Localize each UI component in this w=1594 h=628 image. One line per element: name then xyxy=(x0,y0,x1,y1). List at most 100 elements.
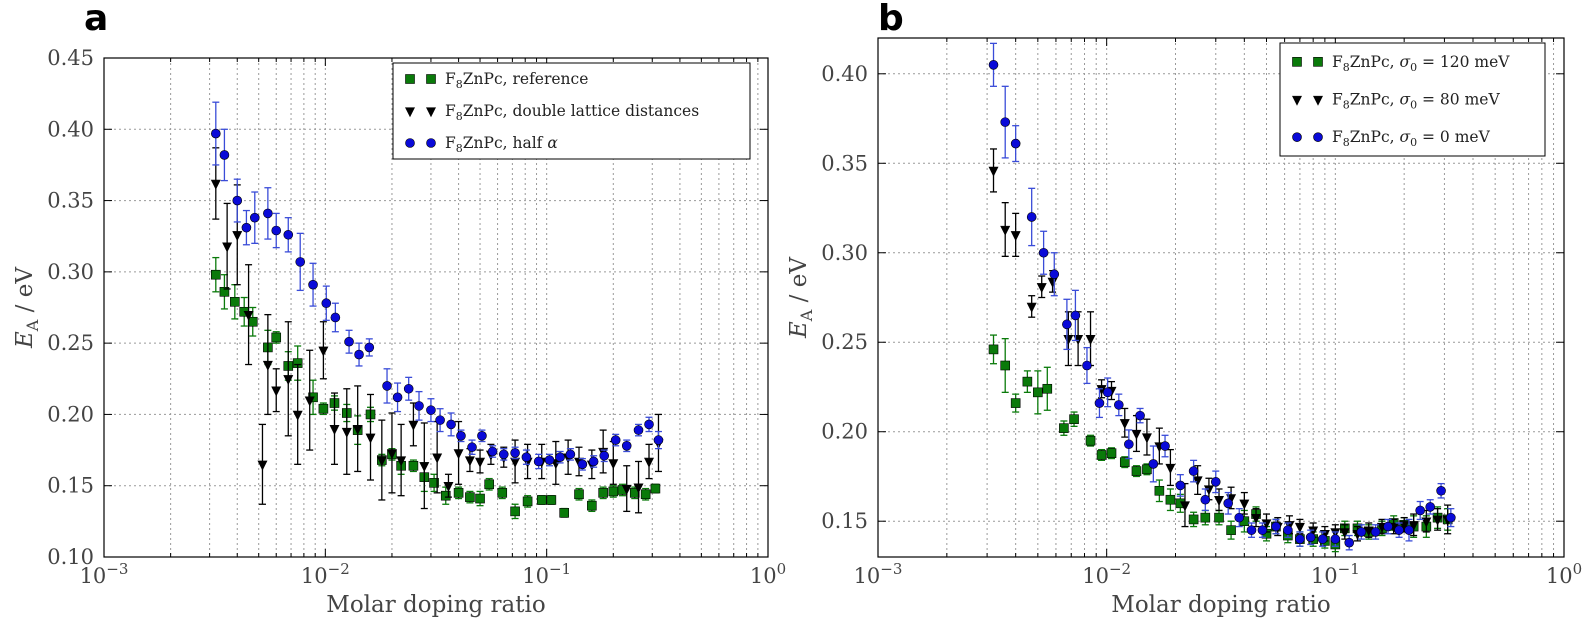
data-point-circle xyxy=(249,212,260,223)
data-point-square xyxy=(475,493,485,504)
data-point-circle xyxy=(1223,498,1233,509)
data-point-square xyxy=(1042,383,1053,394)
data-point-circle xyxy=(295,257,306,267)
data-point-circle xyxy=(446,419,456,430)
data-point-circle xyxy=(211,128,221,139)
data-point-triangle xyxy=(292,410,303,421)
y-tick-label: 0.35 xyxy=(47,189,94,213)
legend: F8ZnPc, σ0 = 120 meV F8ZnPc, σ0 = 80 meV F… xyxy=(1279,42,1546,157)
data-point-circle xyxy=(321,298,332,309)
data-point-circle xyxy=(1446,512,1456,523)
data-point-triangle xyxy=(1294,522,1305,533)
data-point-triangle xyxy=(1313,95,1323,106)
y-tick-label: 0.30 xyxy=(821,241,868,265)
data-point-triangle xyxy=(1399,521,1410,532)
data-point-square xyxy=(318,403,329,414)
chart-panel-a: 10−3 10−2 10−1 100 0.10 0.15 0.20 0.25 0.30 0.35 0… xyxy=(12,46,786,618)
data-point-circle xyxy=(644,419,654,430)
data-point-circle xyxy=(1026,212,1037,222)
data-point-square xyxy=(429,478,439,488)
data-point-triangle xyxy=(1251,513,1262,524)
data-point-square xyxy=(1085,435,1096,446)
tick-marks xyxy=(877,38,1565,557)
data-point-triangle xyxy=(453,449,464,460)
y-tick-label: 0.15 xyxy=(821,509,868,533)
data-point-triangle xyxy=(1261,519,1272,530)
data-point-triangle xyxy=(232,231,243,242)
data-point-triangle xyxy=(621,484,632,495)
data-point-triangle xyxy=(329,425,340,435)
data-point-triangle xyxy=(283,375,294,386)
data-point-triangle xyxy=(1026,302,1037,313)
legend-entry-label: F8ZnPc, σ0 = 80 meV xyxy=(1332,91,1500,112)
data-point-circle xyxy=(271,225,282,236)
data-point-circle xyxy=(1313,132,1323,142)
data-point-triangle xyxy=(262,360,273,371)
data-point-circle xyxy=(1436,485,1446,496)
data-point-square xyxy=(271,332,282,343)
panel-label-a: a xyxy=(84,0,108,39)
data-point-circle xyxy=(1356,527,1367,537)
legend-entry-label: F8ZnPc, half α xyxy=(445,134,558,155)
data-point-triangle xyxy=(608,459,619,470)
data-point-triangle xyxy=(1047,277,1058,288)
legend-entry-label: F8ZnPc, reference xyxy=(445,70,588,91)
data-point-circle xyxy=(414,401,424,411)
data-point-square xyxy=(426,74,436,84)
data-point-circle xyxy=(555,452,565,463)
data-point-triangle xyxy=(1292,95,1302,106)
data-point-square xyxy=(546,495,557,505)
data-point-square xyxy=(453,488,464,498)
data-point-square xyxy=(522,496,533,507)
data-point-square xyxy=(219,287,230,297)
data-point-circle xyxy=(1283,525,1293,535)
data-point-circle xyxy=(1000,117,1011,127)
data-point-circle xyxy=(354,349,364,360)
data-point-triangle xyxy=(1165,463,1176,474)
x-tick-label: 100 xyxy=(750,560,786,588)
x-tick-label: 100 xyxy=(1546,560,1582,588)
data-point-circle xyxy=(1082,360,1092,371)
data-point-circle xyxy=(1394,525,1404,535)
data-point-square xyxy=(574,489,584,500)
y-tick-label: 0.10 xyxy=(47,545,94,569)
data-point-square xyxy=(629,488,640,498)
data-point-circle xyxy=(588,456,599,467)
data-point-circle xyxy=(521,452,532,463)
y-tick-label: 0.20 xyxy=(821,420,868,444)
data-point-triangle xyxy=(1119,419,1130,430)
data-point-circle xyxy=(1370,527,1381,537)
x-tick-label: 10−1 xyxy=(522,560,571,588)
legend-entry-label: F8ZnPc, double lattice distances xyxy=(445,102,699,123)
data-point-circle xyxy=(1383,521,1393,532)
data-point-square xyxy=(1214,512,1224,523)
data-point-triangle xyxy=(432,453,443,464)
data-point-square xyxy=(1313,57,1323,67)
y-tick-label: 0.25 xyxy=(47,331,94,355)
data-point-circle xyxy=(1114,400,1124,410)
y-axis-label: EA / eV xyxy=(12,267,42,349)
data-point-square xyxy=(408,460,419,471)
chart-panel-b: 10−3 10−2 10−1 100 0.15 0.20 0.25 0.30 0.35 0.40 M… xyxy=(786,37,1582,618)
data-point-circle xyxy=(544,455,555,465)
data-point-triangle xyxy=(222,242,233,253)
data-point-triangle xyxy=(1339,528,1350,539)
data-point-square xyxy=(536,495,547,505)
data-point-square xyxy=(484,479,495,490)
data-point-circle xyxy=(1404,525,1414,535)
data-point-square xyxy=(1059,423,1069,433)
data-point-circle xyxy=(1200,494,1211,505)
data-point-circle xyxy=(283,229,294,240)
data-point-square xyxy=(497,488,508,498)
data-point-square xyxy=(608,486,619,497)
data-point-circle xyxy=(330,312,341,323)
legend-entry-label: F8ZnPc, σ0 = 0 meV xyxy=(1332,128,1491,149)
data-point-circle xyxy=(653,435,664,445)
y-tick-label: 0.45 xyxy=(47,46,94,70)
data-point-circle xyxy=(477,431,487,441)
data-point-circle xyxy=(599,450,610,461)
data-point-circle xyxy=(263,208,273,219)
data-point-circle xyxy=(1049,269,1060,280)
data-point-square xyxy=(559,508,569,518)
data-point-circle xyxy=(510,448,520,458)
